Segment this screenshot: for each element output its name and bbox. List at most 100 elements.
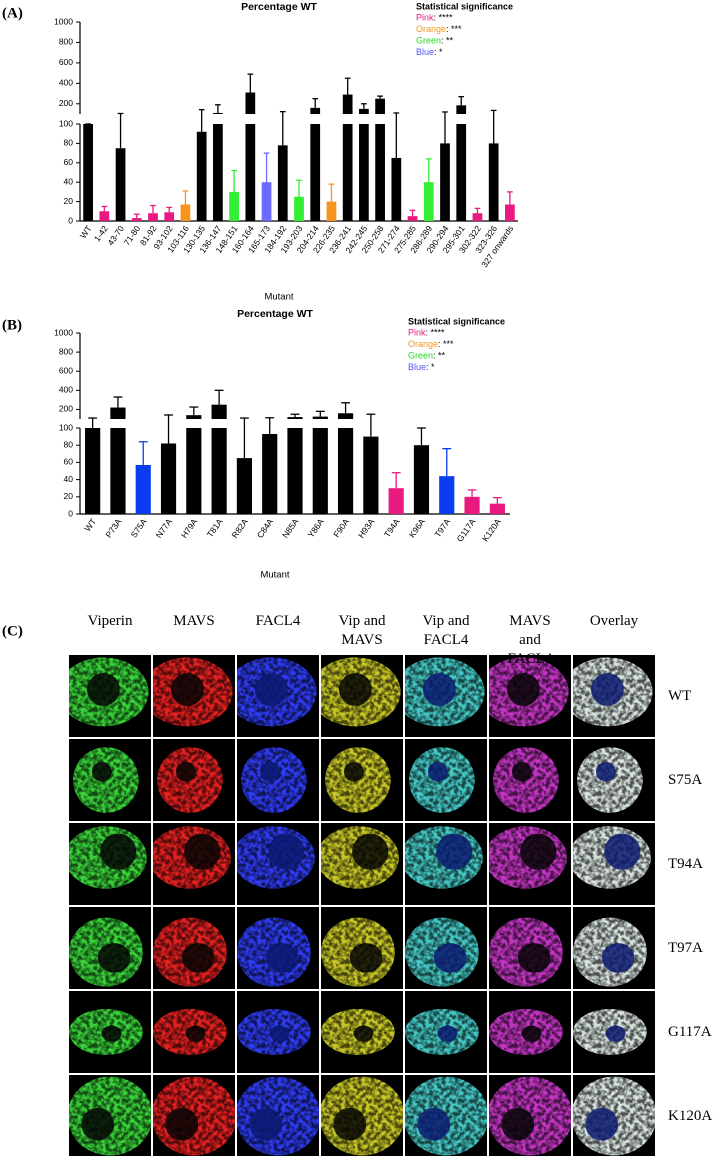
y-tick-label: 800 xyxy=(59,346,73,356)
nucleus xyxy=(268,833,305,870)
micrograph xyxy=(321,655,403,737)
micrograph xyxy=(69,907,151,989)
y-tick-label: 200 xyxy=(59,404,73,414)
bar xyxy=(312,428,328,514)
micrograph xyxy=(405,991,487,1073)
micrograph xyxy=(321,907,403,989)
bar xyxy=(262,434,278,514)
nucleus xyxy=(349,943,383,973)
y-tick-label: 0 xyxy=(68,215,73,225)
nucleus xyxy=(100,833,137,870)
chart-title: Percentage WT xyxy=(241,1,317,13)
chart-title: Percentage WT xyxy=(237,308,313,320)
nucleus xyxy=(175,761,196,782)
bar xyxy=(440,143,450,221)
legend-stars: : * xyxy=(434,47,443,57)
bar xyxy=(363,436,379,514)
bar xyxy=(186,428,202,514)
bar xyxy=(375,98,385,114)
column-header: MAVS xyxy=(173,613,215,629)
nucleus xyxy=(604,833,641,870)
micrograph xyxy=(489,907,571,989)
x-tick-label: Y86A xyxy=(306,516,326,539)
y-tick-label: 80 xyxy=(64,439,74,449)
bar xyxy=(488,143,499,221)
bar xyxy=(245,92,256,114)
bar xyxy=(277,145,288,221)
legend-entry: Orange: *** xyxy=(416,24,462,34)
nucleus xyxy=(81,1107,115,1141)
nucleus xyxy=(427,761,448,782)
column-header: MAVS and FACL4 xyxy=(507,613,553,667)
row-label: S75A xyxy=(668,772,703,788)
x-tick-label: S75A xyxy=(129,516,149,539)
bar xyxy=(423,182,434,221)
y-tick-label: 20 xyxy=(64,491,74,501)
micrograph xyxy=(153,739,235,821)
bar xyxy=(413,445,430,514)
y-tick-label: 60 xyxy=(64,457,74,467)
nucleus xyxy=(591,673,624,706)
nucleus xyxy=(433,943,467,973)
x-tick-label: G117A xyxy=(455,516,478,543)
bar xyxy=(310,107,321,114)
legend-color-name: Orange xyxy=(416,24,446,34)
nucleus xyxy=(507,673,540,706)
column-header: Vip and FACL4 xyxy=(422,613,470,648)
bar xyxy=(439,476,455,514)
bar xyxy=(342,94,353,114)
bar xyxy=(310,124,321,221)
panel-label: (B) xyxy=(2,317,22,333)
bar xyxy=(338,413,354,419)
y-tick-label: 1000 xyxy=(54,16,73,26)
nucleus xyxy=(87,673,120,706)
nucleus xyxy=(501,1107,535,1141)
x-tick-label: F90A xyxy=(331,516,351,539)
micrograph xyxy=(405,655,487,737)
micrograph xyxy=(573,907,655,989)
bar xyxy=(326,201,337,221)
bar xyxy=(213,124,223,221)
x-tick-label: N77A xyxy=(154,516,175,539)
legend-entry: Green: ** xyxy=(408,351,446,361)
x-tick-label: C84A xyxy=(255,516,276,539)
y-tick-label: 100 xyxy=(59,422,73,432)
bar xyxy=(131,218,142,221)
micrograph xyxy=(69,739,151,821)
bar xyxy=(245,124,256,221)
bar xyxy=(135,464,151,514)
column-header: Viperin xyxy=(87,613,133,629)
y-tick-label: 600 xyxy=(59,57,73,67)
x-tick-label: N85A xyxy=(280,516,301,539)
bar xyxy=(236,458,252,514)
nucleus xyxy=(255,673,288,706)
bar xyxy=(211,404,227,419)
micrograph xyxy=(237,823,319,905)
bar xyxy=(388,488,404,514)
bar xyxy=(110,407,126,419)
bar xyxy=(456,105,467,114)
nucleus xyxy=(595,761,616,782)
nucleus xyxy=(521,1025,542,1042)
legend-stars: : **** xyxy=(434,13,454,23)
y-tick-label: 800 xyxy=(59,37,73,47)
legend-stars: : ** xyxy=(441,36,454,46)
legend-color-name: Pink xyxy=(416,13,434,23)
x-tick-label: P73A xyxy=(103,516,123,539)
x-axis-label: Mutant xyxy=(264,292,293,303)
y-tick-label: 80 xyxy=(64,138,74,148)
y-tick-label: 40 xyxy=(64,176,74,186)
legend-title: Statistical significance xyxy=(416,1,513,11)
y-tick-label: 60 xyxy=(64,157,74,167)
legend-color-name: Blue xyxy=(416,47,434,57)
micrograph xyxy=(321,739,403,821)
nucleus xyxy=(185,1025,206,1042)
micrograph xyxy=(405,907,487,989)
micrograph xyxy=(69,1075,151,1156)
nucleus xyxy=(339,673,372,706)
bar xyxy=(472,213,483,221)
bar xyxy=(261,182,272,221)
bar xyxy=(196,131,207,221)
bar xyxy=(287,428,303,514)
